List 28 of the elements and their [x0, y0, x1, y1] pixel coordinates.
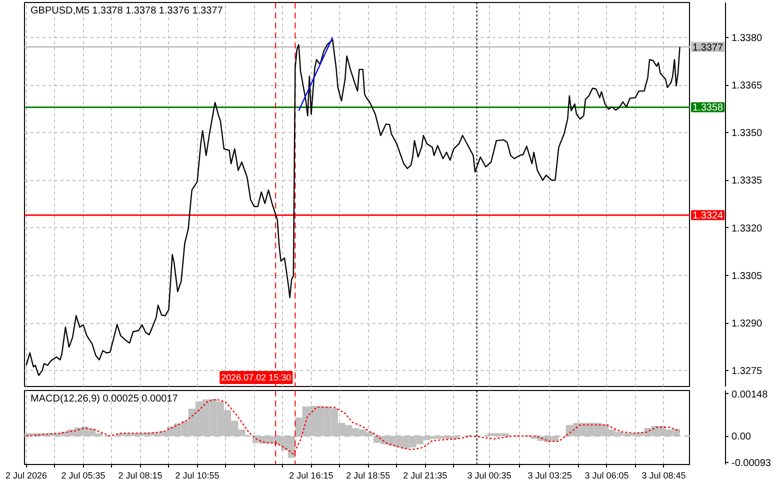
y-tick-label: 0.00148 [732, 389, 768, 400]
ref-line-label: 1.3358 [692, 102, 724, 114]
y-tick-label: 1.3275 [732, 366, 763, 378]
x-tick-label: 2 Jul 18:55 [346, 470, 390, 480]
y-tick-label: 1.3365 [732, 80, 763, 92]
x-tick-label: 2 Jul 21:35 [403, 470, 448, 480]
x-tick-label: 3 Jul 03:25 [528, 470, 572, 480]
x-tick-label: 2 Jul 2026 [6, 470, 48, 480]
x-tick-label: 3 Jul 06:05 [584, 470, 629, 480]
x-tick-label: 2 Jul 08:15 [118, 470, 162, 480]
ref-line-label: 2026.07.02 15:30 [221, 372, 292, 382]
chart-title: GBPUSD,M5 1.3378 1.3378 1.3376 1.3377 [30, 6, 224, 16]
y-tick-label: 1.3380 [732, 32, 763, 44]
y-tick-label: 1.3305 [732, 270, 763, 282]
y-tick-label: 1.3320 [732, 223, 763, 234]
y-tick-label: 1.3335 [732, 176, 763, 187]
y-tick-label: 1.3290 [732, 318, 763, 330]
x-tick-label: 2 Jul 16:15 [289, 470, 334, 480]
x-tick-label: 3 Jul 08:45 [642, 470, 686, 480]
y-tick-label: 0.00 [732, 432, 752, 443]
ref-line-label: 1.3324 [692, 210, 724, 222]
x-tick-label: 2 Jul 05:35 [61, 470, 106, 480]
chart-title: MACD(12,26,9) 0.00025 0.00017 [30, 394, 178, 404]
y-tick-label: -0.00093 [732, 458, 772, 470]
y-tick-label: 1.3350 [732, 128, 763, 140]
x-tick-label: 2 Jul 10:55 [175, 470, 220, 480]
x-tick-label: 3 Jul 00:35 [467, 470, 512, 480]
ref-line-label: 1.3377 [692, 42, 724, 54]
